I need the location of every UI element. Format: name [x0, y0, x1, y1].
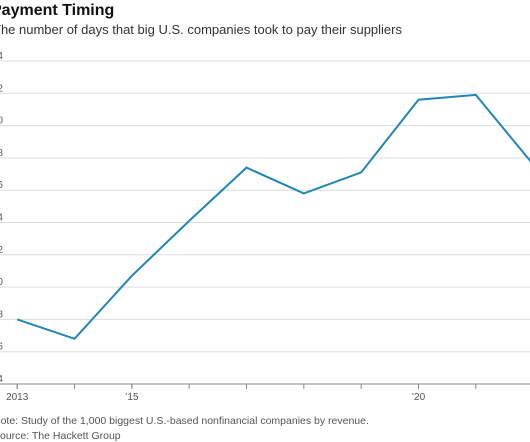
- y-tick-label: 60: [0, 116, 3, 127]
- note: Note: Study of the 1,000 biggest U.S.-ba…: [0, 415, 369, 427]
- x-tick-label: 2013: [6, 392, 29, 403]
- chart-subtitle: The number of days that big U.S. compani…: [0, 22, 402, 37]
- y-tick-label: 62: [0, 83, 3, 94]
- y-tick-label: 54: [0, 213, 3, 224]
- y-tick-label: 64: [0, 51, 3, 62]
- y-tick-label: 48: [0, 309, 3, 320]
- y-tick-label: 56: [0, 180, 3, 191]
- x-tick-label: ’15: [125, 392, 139, 403]
- line-series: [16, 93, 530, 340]
- chart-title: Payment Timing: [0, 2, 114, 19]
- x-tick-label: ’20: [412, 392, 426, 403]
- source: Source: The Hackett Group: [0, 430, 121, 442]
- y-tick-label: 58: [0, 148, 3, 159]
- y-tick-label: 44: [0, 374, 3, 385]
- y-tick-label: 46: [0, 342, 3, 353]
- y-tick-label: 52: [0, 245, 3, 256]
- y-tick-label: 50: [0, 277, 3, 288]
